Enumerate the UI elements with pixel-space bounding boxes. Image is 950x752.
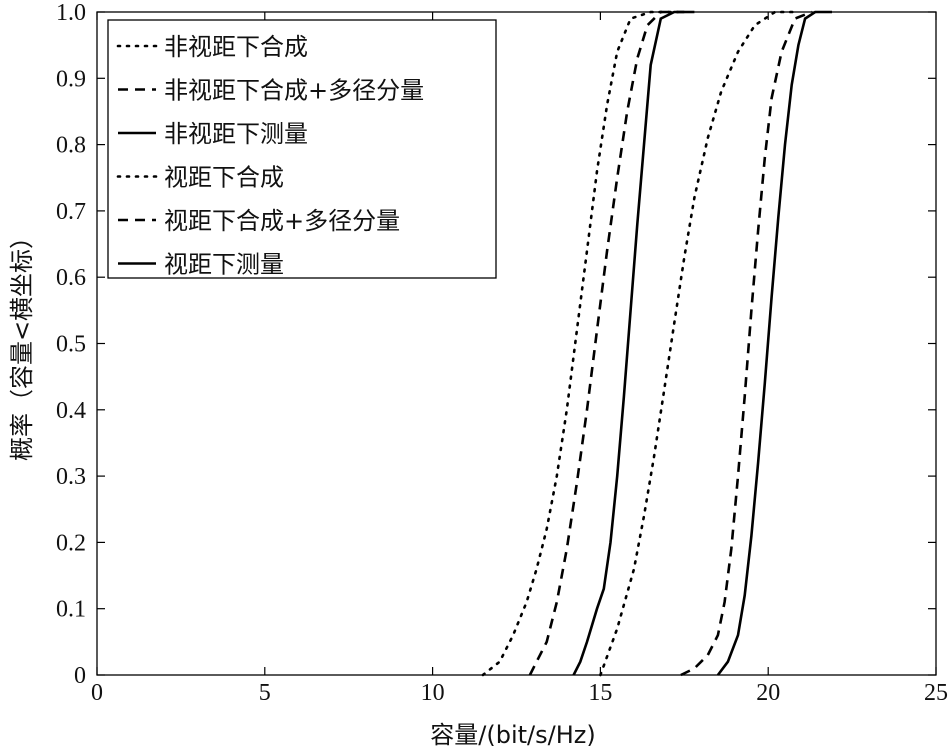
x-tick-label: 5 xyxy=(259,680,271,706)
y-tick-label: 1.0 xyxy=(56,0,86,26)
series-line-1 xyxy=(481,10,679,677)
series-line-6 xyxy=(716,10,832,676)
x-axis-title: 容量/(bit/s/Hz) xyxy=(430,721,595,749)
legend: 非视距下合成非视距下合成+多径分量非视距下测量视距下合成视距下合成+多径分量视距… xyxy=(107,19,497,279)
series-line-3 xyxy=(572,10,695,676)
y-tick-label: 0.8 xyxy=(56,133,86,159)
x-tick-label: 0 xyxy=(91,680,103,706)
y-tick-label: 0.7 xyxy=(56,199,86,225)
y-tick-label: 0 xyxy=(74,663,86,689)
x-tick-label: 15 xyxy=(588,680,612,706)
legend-label-3: 非视距下测量 xyxy=(164,120,308,148)
legend-label-5: 视距下合成+多径分量 xyxy=(164,207,400,235)
y-axis-title: 概率（容量<横坐标） xyxy=(8,225,36,461)
y-tick-label: 0.1 xyxy=(56,597,86,623)
plot-area xyxy=(96,10,937,677)
legend-box xyxy=(107,19,497,279)
legend-label-1: 非视距下合成 xyxy=(164,33,308,61)
legend-label-6: 视距下测量 xyxy=(164,251,284,279)
y-tick-label: 0.3 xyxy=(56,464,86,490)
series-line-5 xyxy=(680,10,813,677)
axis-ticks: 0 5 10 15 20 25 0 0.1 0.2 0.3 0.4 0.5 0.6 0.7 0.8 0.9 1.… xyxy=(56,0,948,706)
y-tick-label: 0.2 xyxy=(56,530,86,556)
x-tick-label: 20 xyxy=(756,680,780,706)
y-tick-label: 0.6 xyxy=(56,265,86,291)
y-tick-label: 0.4 xyxy=(56,398,86,424)
series-line-4 xyxy=(599,10,797,677)
x-tick-label: 10 xyxy=(421,680,445,706)
y-tick-label: 0.9 xyxy=(56,66,86,92)
legend-label-2: 非视距下合成+多径分量 xyxy=(164,77,424,105)
x-tick-label: 25 xyxy=(924,680,948,706)
series-line-2 xyxy=(528,10,685,676)
legend-label-4: 视距下合成 xyxy=(164,164,284,192)
y-tick-label: 0.5 xyxy=(56,332,86,358)
